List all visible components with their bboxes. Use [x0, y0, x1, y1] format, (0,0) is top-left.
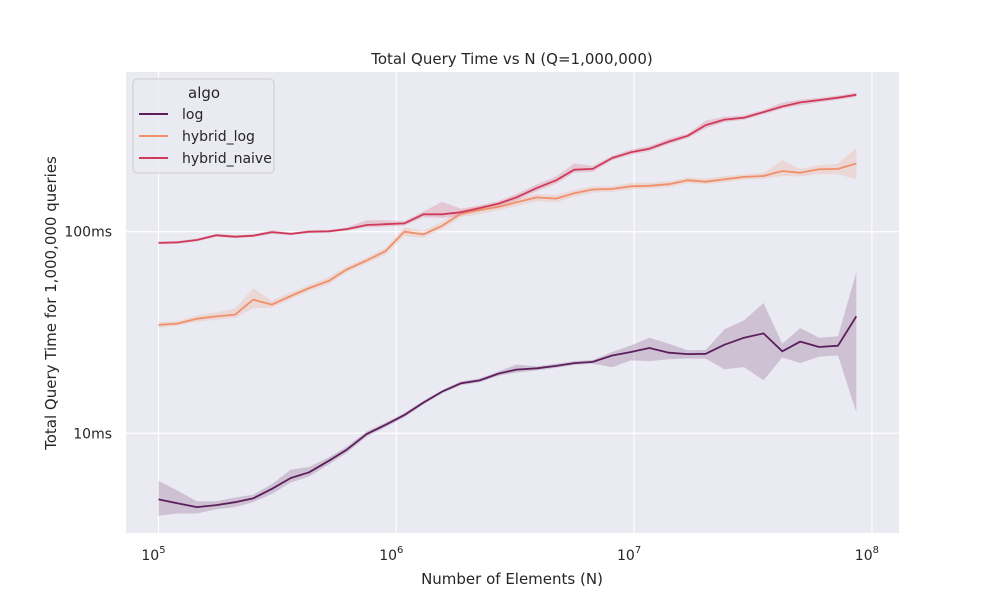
series-line-hybrid_log [158, 162, 857, 326]
confidence-band-hybrid_naive [158, 92, 857, 245]
x-tick-label: 105 [141, 545, 165, 564]
confidence-band-hybrid_log [158, 148, 857, 328]
series-line-hybrid_naive [158, 93, 857, 244]
legend: algo log hybrid_log hybrid_naive [132, 78, 275, 174]
x-axis-label: Number of Elements (N) [421, 570, 603, 588]
legend-title: algo [188, 84, 220, 102]
y-axis-label: Total Query Time for 1,000,000 queries [42, 156, 60, 451]
x-tick-label: 108 [855, 545, 879, 564]
x-axis-ticks: 105 106 107 108 [141, 545, 879, 564]
legend-label-hybrid_log: hybrid_log [182, 129, 255, 145]
y-tick-label: 10ms [73, 426, 112, 442]
confidence-band-log [158, 272, 857, 516]
y-tick-label: 100ms [64, 225, 112, 241]
series-line-log [158, 315, 858, 509]
x-tick-label: 106 [379, 545, 403, 564]
legend-box [132, 78, 275, 174]
legend-items: log hybrid_log hybrid_naive [139, 107, 272, 167]
confidence-bands [158, 92, 857, 516]
chart-title: Total Query Time vs N (Q=1,000,000) [370, 50, 653, 68]
legend-label-log: log [182, 107, 203, 123]
series-lines [158, 93, 858, 509]
y-axis-ticks: 10ms 100ms [64, 225, 112, 443]
x-tick-label: 107 [617, 545, 641, 564]
legend-label-hybrid_naive: hybrid_naive [182, 151, 272, 167]
